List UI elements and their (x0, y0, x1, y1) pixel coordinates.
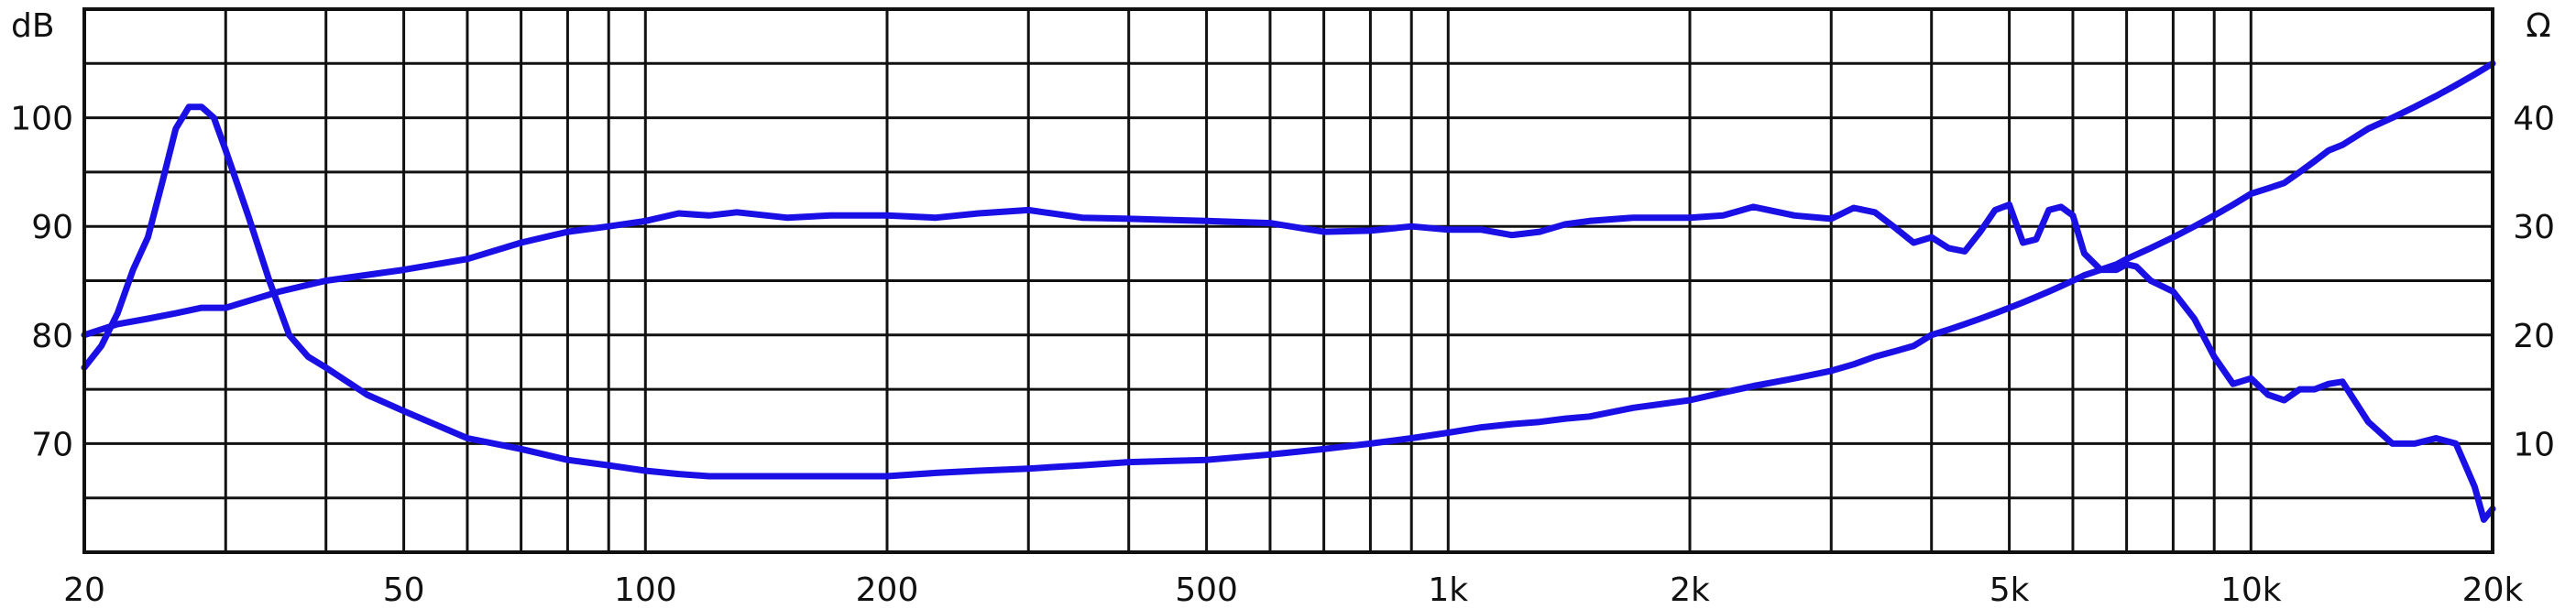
x-tick-label: 2k (1670, 571, 1710, 609)
y-left-tick-label: 70 (31, 426, 73, 463)
y-left-tick-label: 100 (10, 101, 73, 138)
y-left-unit-label: dB (11, 7, 55, 45)
plot-frame (82, 7, 2494, 554)
x-tick-label: 200 (856, 571, 919, 609)
x-tick-label: 1k (1428, 571, 1468, 609)
y-left-tick-label: 80 (31, 318, 73, 355)
x-tick-label: 20 (63, 571, 105, 609)
y-right-unit-label: Ω (2526, 7, 2551, 45)
y-right-tick-label: 20 (2513, 318, 2555, 355)
series-line-1 (81, 60, 2496, 480)
x-tick-label: 20k (2462, 571, 2524, 609)
x-tick-label: 100 (614, 571, 677, 609)
y-right-tick-label: 10 (2513, 426, 2555, 463)
chart-curves (81, 60, 2496, 523)
y-left-tick-label: 90 (31, 209, 73, 246)
x-tick-label: 50 (383, 571, 425, 609)
x-tick-label: 500 (1175, 571, 1238, 609)
y-right-tick-label: 30 (2513, 209, 2555, 246)
y-right-tick-label: 40 (2513, 101, 2555, 138)
series-line-2 (81, 201, 2496, 523)
x-tick-label: 10k (2220, 571, 2282, 609)
x-tick-label: 5k (1990, 571, 2030, 609)
chart-labels: 20 50 100 200 500 1k 2k 5k 10k 20k 70 80 90 100 10 20 30… (10, 7, 2555, 609)
